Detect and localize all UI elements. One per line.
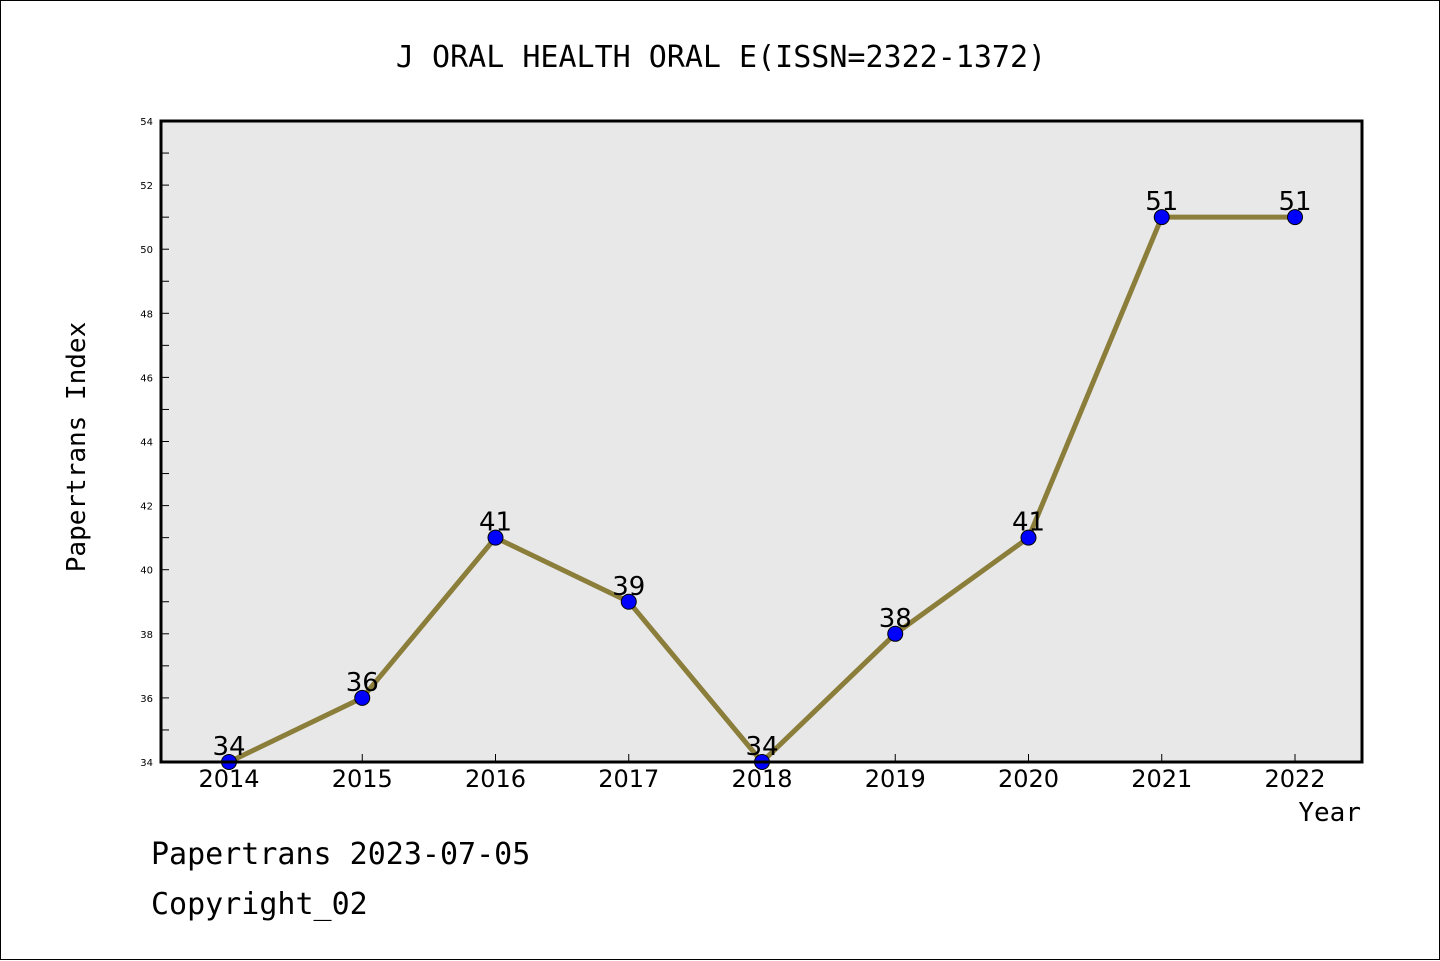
x-axis-ticks: 2014 2015 2016 2017 2018 2019 2020 2021 2022 <box>198 754 1326 793</box>
x-tick-label: 2019 <box>865 765 926 793</box>
data-labels: 34 36 41 39 34 38 41 51 51 <box>212 187 1311 762</box>
data-label-2016: 41 <box>479 508 512 538</box>
x-tick-label: 2020 <box>998 765 1059 793</box>
data-point-2020 <box>1020 529 1037 546</box>
footer-date: Papertrans 2023-07-05 <box>151 837 531 872</box>
data-label-2014: 34 <box>212 732 245 762</box>
y-tick-label: 52 <box>140 181 153 192</box>
data-label-2018: 34 <box>745 732 778 762</box>
x-tick-label: 2022 <box>1264 765 1325 793</box>
x-tick-label: 2021 <box>1131 765 1192 793</box>
data-point-2022 <box>1287 209 1303 226</box>
data-point-2015 <box>354 689 371 706</box>
x-axis-label: Year <box>1298 798 1361 828</box>
y-tick-label: 36 <box>140 694 153 705</box>
data-label-2020: 41 <box>1012 508 1045 538</box>
y-tick-label: 46 <box>140 373 153 384</box>
data-label-2021: 51 <box>1145 187 1178 217</box>
data-point-2016 <box>487 529 504 546</box>
plot-border <box>159 119 1364 764</box>
x-tick-label: 2015 <box>332 765 393 793</box>
y-tick-label: 42 <box>140 502 153 513</box>
x-tick-label: 2017 <box>598 765 659 793</box>
data-label-2017: 39 <box>612 572 645 602</box>
y-tick-label: 54 <box>140 117 153 128</box>
data-label-2015: 36 <box>346 668 379 698</box>
y-tick-label: 48 <box>140 309 153 320</box>
plot-area <box>161 121 1362 762</box>
chart-title: J ORAL HEALTH ORAL E(ISSN=2322-1372) <box>396 40 1046 75</box>
y-tick-label: 34 <box>140 758 153 769</box>
footer-copyright: Copyright_02 <box>151 887 368 922</box>
data-point-2019 <box>887 625 904 642</box>
y-tick-label: 44 <box>140 438 153 449</box>
y-tick-label: 50 <box>140 245 153 256</box>
y-tick-label: 40 <box>140 566 153 577</box>
data-label-2019: 38 <box>879 604 912 634</box>
data-point-2017 <box>620 593 637 610</box>
x-tick-label: 2016 <box>465 765 526 793</box>
data-point-2021 <box>1153 209 1170 226</box>
y-axis-label: Papertrans Index <box>62 322 92 572</box>
y-tick-label: 38 <box>140 630 153 641</box>
data-label-2022: 51 <box>1278 187 1311 217</box>
